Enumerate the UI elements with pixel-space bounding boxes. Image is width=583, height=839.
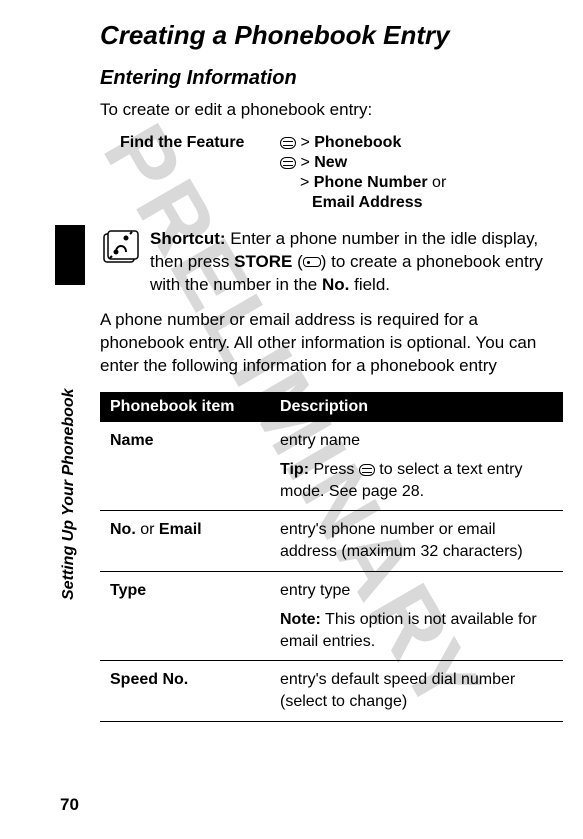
row3-desc: entry's default speed dial number (selec… bbox=[270, 661, 563, 721]
row2-note-label: Note: bbox=[280, 611, 321, 628]
shortcut-block: Shortcut: Enter a phone number in the id… bbox=[100, 228, 563, 297]
table-row: Speed No. entry's default speed dial num… bbox=[100, 661, 563, 721]
lead-paragraph: To create or edit a phonebook entry: bbox=[100, 100, 563, 120]
row1-item-b: Email bbox=[159, 521, 202, 538]
body-paragraph: A phone number or email address is requi… bbox=[100, 309, 563, 378]
table-row: Type entry type Note: This option is not… bbox=[100, 571, 563, 661]
row1-item-or: or bbox=[136, 521, 159, 538]
find-the-feature-block: Find the Feature > Phonebook > New > Pho… bbox=[100, 134, 563, 214]
feature-or: or bbox=[428, 174, 447, 191]
page-content: Creating a Phonebook Entry Entering Info… bbox=[100, 20, 563, 722]
row2-desc: entry type bbox=[280, 580, 553, 602]
feature-path-3a: Phone Number bbox=[314, 174, 428, 191]
softkey-icon bbox=[303, 257, 321, 267]
row1-desc: entry's phone number or email address (m… bbox=[270, 511, 563, 571]
page-title: Creating a Phonebook Entry bbox=[100, 20, 563, 51]
row3-item: Speed No. bbox=[110, 671, 188, 688]
phonebook-items-table: Phonebook item Description Name entry na… bbox=[100, 392, 563, 722]
table-head-desc: Description bbox=[270, 392, 563, 422]
shortcut-text: Shortcut: Enter a phone number in the id… bbox=[150, 228, 563, 297]
table-head-item: Phonebook item bbox=[100, 392, 270, 422]
shortcut-label: Shortcut: bbox=[150, 229, 226, 248]
feature-path-2: New bbox=[314, 154, 347, 171]
shortcut-t2: ( bbox=[292, 252, 302, 271]
row1-item-a: No. bbox=[110, 521, 136, 538]
shortcut-icon bbox=[100, 228, 140, 268]
menu-icon bbox=[280, 137, 296, 149]
side-tab-marker bbox=[55, 225, 85, 285]
table-row: No. or Email entry's phone number or ema… bbox=[100, 511, 563, 571]
menu-icon bbox=[359, 464, 375, 476]
feature-path-1: Phonebook bbox=[314, 134, 401, 151]
feature-label: Find the Feature bbox=[100, 134, 280, 214]
section-heading: Entering Information bbox=[100, 67, 563, 90]
menu-icon bbox=[280, 157, 296, 169]
row0-tip-label: Tip: bbox=[280, 461, 309, 478]
row0-desc: entry name bbox=[280, 430, 553, 452]
feature-path-3b: Email Address bbox=[312, 194, 423, 211]
feature-path-prefix: > bbox=[300, 174, 309, 191]
shortcut-store: STORE bbox=[234, 252, 292, 271]
page-number: 70 bbox=[60, 795, 79, 815]
table-row: Name entry name Tip: Press to select a t… bbox=[100, 422, 563, 511]
row2-item: Type bbox=[110, 582, 146, 599]
feature-value: > Phonebook > New > Phone Number or Emai… bbox=[280, 134, 563, 214]
row0-tip-a: Press bbox=[309, 461, 359, 478]
shortcut-field: No. bbox=[322, 275, 349, 294]
shortcut-t4: field. bbox=[349, 275, 390, 294]
section-side-label: Setting Up Your Phonebook bbox=[60, 388, 78, 600]
row0-item: Name bbox=[110, 432, 154, 449]
